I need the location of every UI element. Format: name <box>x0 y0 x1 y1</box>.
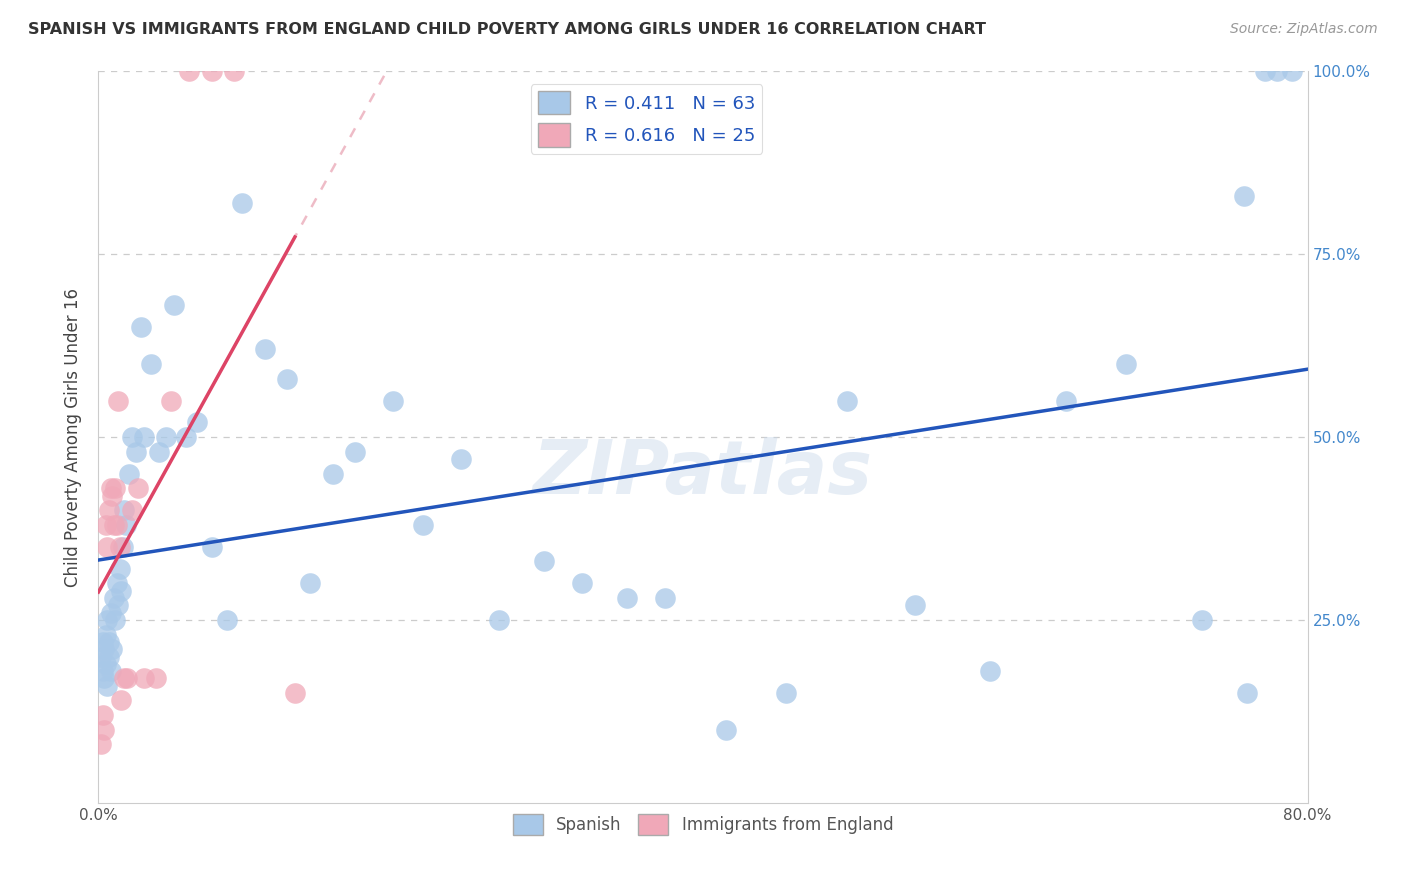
Point <box>91 708 114 723</box>
Point <box>276 371 298 385</box>
Point <box>1281 64 1303 78</box>
Point <box>100 664 122 678</box>
Point <box>108 562 131 576</box>
Point <box>94 657 117 671</box>
Point <box>114 517 136 532</box>
Point <box>108 540 131 554</box>
Point <box>215 613 238 627</box>
Point <box>253 343 276 357</box>
Point <box>145 672 167 686</box>
Point <box>91 635 114 649</box>
Point <box>121 430 143 444</box>
Point <box>174 430 197 444</box>
Point <box>94 517 117 532</box>
Point <box>571 576 593 591</box>
Point <box>1236 686 1258 700</box>
Point <box>533 554 555 568</box>
Point <box>132 430 155 444</box>
Point <box>231 196 253 211</box>
Point <box>98 503 121 517</box>
Point <box>125 444 148 458</box>
Point <box>110 583 132 598</box>
Point <box>112 503 135 517</box>
Y-axis label: Child Poverty Among Girls Under 16: Child Poverty Among Girls Under 16 <box>65 287 83 587</box>
Point <box>714 723 737 737</box>
Point <box>412 517 434 532</box>
Point <box>107 393 129 408</box>
Point <box>100 481 122 495</box>
Point <box>1254 64 1277 78</box>
Point <box>105 576 128 591</box>
Point <box>90 737 112 751</box>
Point <box>201 540 224 554</box>
Point <box>93 642 115 657</box>
Point <box>93 672 115 686</box>
Point <box>96 679 118 693</box>
Point <box>112 672 135 686</box>
Point <box>101 642 124 657</box>
Point <box>94 627 117 641</box>
Point <box>93 723 115 737</box>
Point <box>121 503 143 517</box>
Text: SPANISH VS IMMIGRANTS FROM ENGLAND CHILD POVERTY AMONG GIRLS UNDER 16 CORRELATIO: SPANISH VS IMMIGRANTS FROM ENGLAND CHILD… <box>28 22 986 37</box>
Point <box>488 613 510 627</box>
Point <box>107 599 129 613</box>
Text: ZIPatlas: ZIPatlas <box>533 437 873 510</box>
Point <box>103 591 125 605</box>
Point <box>110 693 132 707</box>
Point <box>1267 64 1289 78</box>
Point <box>141 357 163 371</box>
Point <box>186 416 208 430</box>
Point <box>382 393 405 408</box>
Point <box>96 613 118 627</box>
Point <box>1191 613 1213 627</box>
Point <box>111 540 134 554</box>
Point <box>654 591 676 605</box>
Point <box>979 664 1001 678</box>
Point <box>344 444 367 458</box>
Point <box>104 613 127 627</box>
Point <box>322 467 344 481</box>
Point <box>115 672 138 686</box>
Point <box>1115 357 1137 371</box>
Point <box>835 393 858 408</box>
Point <box>284 686 307 700</box>
Point <box>127 481 149 495</box>
Point <box>100 606 122 620</box>
Point <box>104 481 127 495</box>
Point <box>105 517 128 532</box>
Point <box>179 64 201 78</box>
Point <box>118 467 141 481</box>
Point <box>299 576 322 591</box>
Point <box>775 686 797 700</box>
Point <box>1233 188 1256 202</box>
Point <box>155 430 177 444</box>
Point <box>224 64 246 78</box>
Point <box>129 320 152 334</box>
Point <box>201 64 224 78</box>
Text: Source: ZipAtlas.com: Source: ZipAtlas.com <box>1230 22 1378 37</box>
Point <box>148 444 170 458</box>
Point <box>1054 393 1077 408</box>
Point <box>101 489 124 503</box>
Legend: Spanish, Immigrants from England: Spanish, Immigrants from England <box>506 807 900 842</box>
Point <box>90 649 112 664</box>
Point <box>904 599 927 613</box>
Point <box>96 540 118 554</box>
Point <box>160 393 183 408</box>
Point <box>132 672 155 686</box>
Point <box>450 452 472 467</box>
Point <box>98 635 121 649</box>
Point <box>103 517 125 532</box>
Point <box>98 649 121 664</box>
Point <box>91 664 114 678</box>
Point <box>616 591 638 605</box>
Point <box>163 298 186 312</box>
